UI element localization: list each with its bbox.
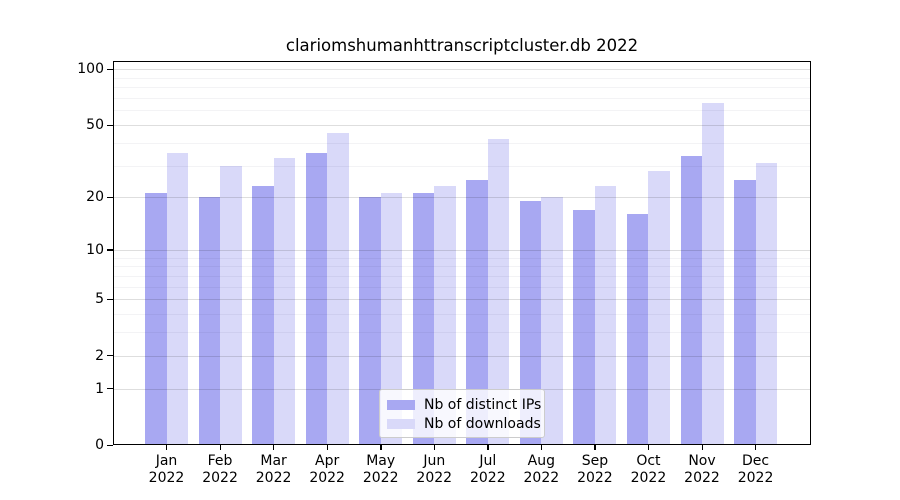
x-tick-label: Feb 2022 [202, 453, 238, 486]
bar-distinct-ips [466, 179, 488, 444]
gridline-minor [114, 257, 810, 259]
y-tick-mark [107, 124, 113, 126]
x-tick-mark [219, 445, 221, 450]
x-tick-mark [166, 445, 168, 450]
x-tick-mark [701, 445, 703, 450]
gridline-minor [114, 275, 810, 277]
legend: Nb of distinct IPs Nb of downloads [379, 389, 545, 438]
x-tick-mark [540, 445, 543, 450]
bar-distinct-ips [252, 186, 274, 444]
x-tick-mark [755, 445, 757, 450]
y-tick-label: 2 [95, 347, 104, 364]
legend-label-distinct-ips: Nb of distinct IPs [424, 396, 542, 413]
legend-swatch-downloads [387, 418, 415, 429]
x-tick-label: Nov 2022 [684, 453, 720, 486]
gridline-minor [114, 77, 810, 79]
y-tick-mark [107, 444, 113, 446]
bar-downloads [487, 138, 510, 444]
bar-distinct-ips [412, 193, 435, 444]
bar-downloads [755, 162, 778, 444]
bar-distinct-ips [198, 197, 221, 444]
y-tick-label: 100 [77, 61, 104, 78]
bar-downloads [594, 186, 617, 444]
x-tick-label: Jan 2022 [148, 453, 185, 486]
x-tick-mark [380, 445, 382, 450]
gridline-minor [114, 110, 810, 112]
x-tick-mark [433, 445, 436, 450]
y-tick-mark [107, 355, 113, 357]
gridline-minor [114, 286, 810, 288]
legend-item-downloads: Nb of downloads [387, 414, 541, 433]
x-tick-label: Sep 2022 [577, 453, 613, 486]
x-tick-label: Jun 2022 [416, 453, 453, 486]
gridline-minor [114, 165, 810, 167]
y-tick-label: 0 [95, 437, 104, 453]
gridline-minor [114, 142, 810, 144]
y-tick-mark [107, 196, 113, 199]
bar-downloads [541, 197, 563, 444]
bar-distinct-ips [626, 214, 649, 444]
x-tick-label: May 2022 [362, 453, 399, 486]
gridline-minor [114, 98, 810, 100]
gridline-minor [114, 314, 810, 316]
x-tick-label: Mar 2022 [255, 453, 292, 486]
y-tick-mark [107, 298, 113, 301]
x-tick-label: Jul 2022 [469, 453, 506, 486]
legend-label-downloads: Nb of downloads [424, 415, 541, 432]
gridline-major [114, 125, 810, 127]
bar-downloads [648, 170, 670, 444]
y-tick-label: 1 [95, 380, 104, 397]
gridline-major [114, 249, 810, 251]
x-tick-mark [273, 445, 275, 450]
x-tick-mark [594, 445, 596, 450]
x-tick-mark [487, 445, 489, 450]
x-tick-mark [647, 445, 650, 450]
y-tick-mark [107, 249, 113, 251]
chart-title: clariomshumanhttranscriptcluster.db 2022 [285, 36, 639, 55]
gridline-major [114, 299, 810, 301]
bar-distinct-ips [145, 193, 167, 444]
x-tick-label: Oct 2022 [630, 453, 667, 486]
gridline-minor [114, 266, 810, 268]
gridline-major [114, 197, 810, 199]
gridline-major [114, 69, 810, 71]
legend-item-distinct-ips: Nb of distinct IPs [387, 395, 541, 414]
x-tick-label: Apr 2022 [309, 453, 345, 486]
plot-area [113, 61, 811, 445]
x-tick-label: Dec 2022 [737, 453, 774, 486]
y-tick-label: 50 [86, 117, 104, 134]
bar-downloads [273, 158, 296, 444]
y-tick-mark [107, 388, 113, 390]
legend-swatch-distinct-ips [387, 399, 415, 410]
bar-distinct-ips [573, 209, 595, 444]
x-tick-mark [326, 445, 329, 450]
bar-downloads [702, 102, 724, 444]
x-tick-label: Aug 2022 [523, 453, 560, 486]
bar-downloads [220, 165, 242, 444]
bar-distinct-ips [734, 179, 756, 444]
y-tick-label: 10 [86, 241, 104, 258]
gridline-major [114, 355, 810, 357]
bar-downloads [327, 133, 349, 444]
bar-downloads [166, 153, 188, 444]
gridline-minor [114, 87, 810, 89]
y-tick-label: 5 [95, 291, 104, 308]
bar-distinct-ips [519, 201, 542, 444]
bar-downloads [380, 193, 403, 444]
bar-distinct-ips [359, 197, 381, 444]
y-tick-mark [107, 68, 113, 71]
bar-distinct-ips [305, 153, 328, 444]
gridline-minor [114, 332, 810, 334]
y-tick-label: 20 [86, 189, 104, 206]
